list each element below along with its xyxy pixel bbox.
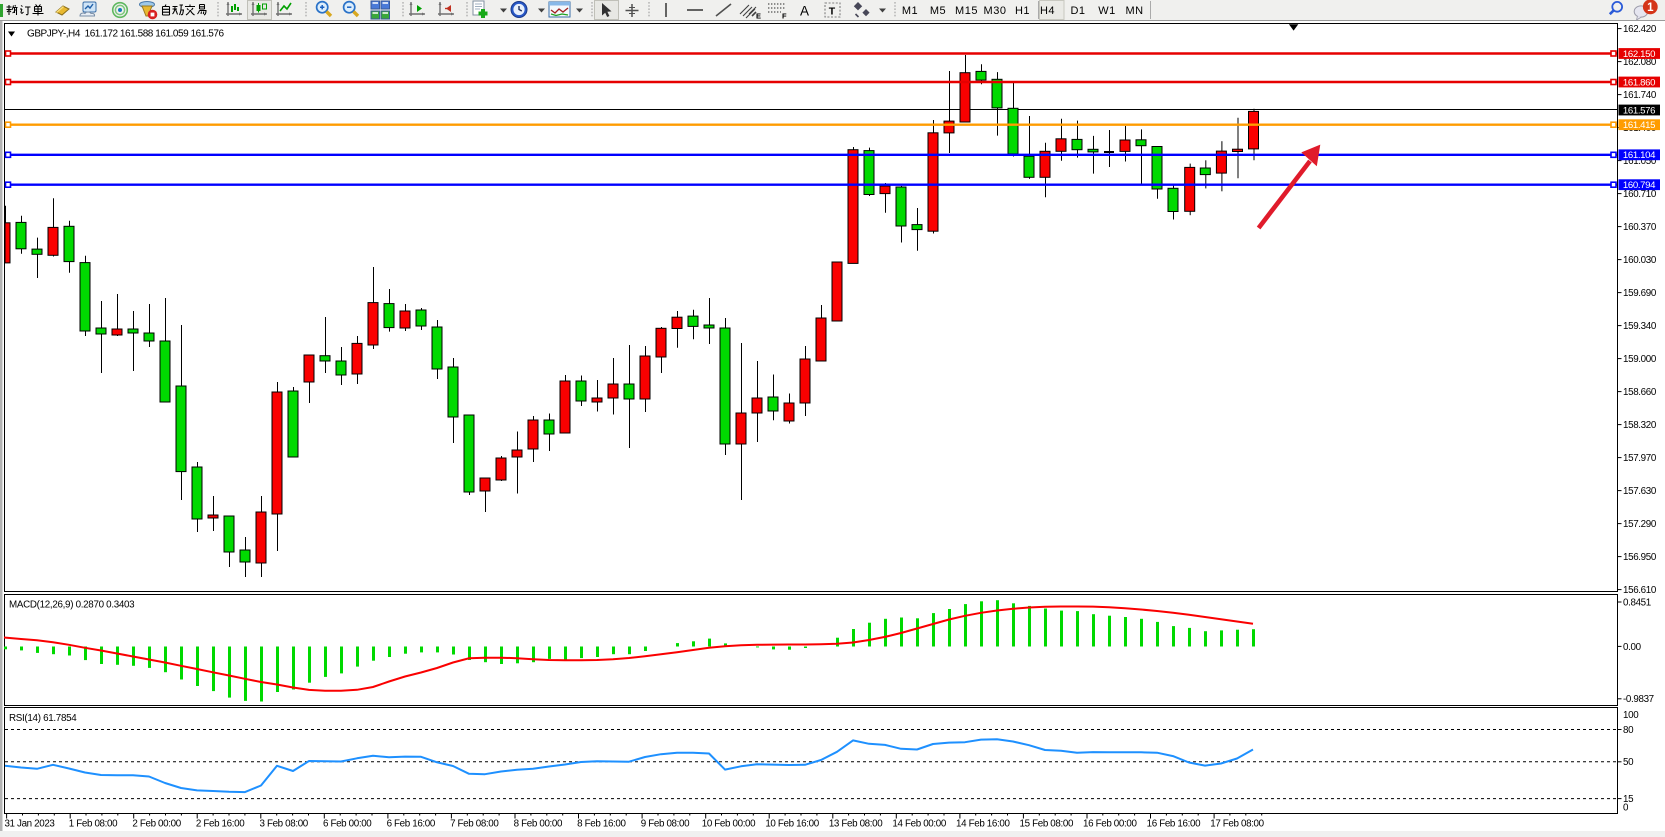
svg-text:3 Feb 08:00: 3 Feb 08:00 bbox=[259, 819, 308, 830]
svg-text:160.030: 160.030 bbox=[1623, 255, 1657, 266]
svg-text:13 Feb 08:00: 13 Feb 08:00 bbox=[829, 819, 883, 830]
svg-text:10 Feb 00:00: 10 Feb 00:00 bbox=[702, 819, 756, 830]
svg-text:10 Feb 16:00: 10 Feb 16:00 bbox=[765, 819, 819, 830]
svg-text:161.860: 161.860 bbox=[1623, 77, 1655, 88]
svg-text:2 Feb 16:00: 2 Feb 16:00 bbox=[196, 819, 245, 830]
svg-text:A: A bbox=[800, 4, 809, 19]
svg-text:W1: W1 bbox=[1098, 5, 1116, 17]
svg-text:16 Feb 00:00: 16 Feb 00:00 bbox=[1083, 819, 1137, 830]
svg-text:6 Feb 16:00: 6 Feb 16:00 bbox=[387, 819, 436, 830]
svg-text:156.950: 156.950 bbox=[1623, 552, 1657, 563]
svg-text:17 Feb 08:00: 17 Feb 08:00 bbox=[1210, 819, 1264, 830]
svg-text:159.340: 159.340 bbox=[1623, 321, 1657, 332]
svg-text:157.970: 157.970 bbox=[1623, 453, 1657, 464]
svg-text:8 Feb 16:00: 8 Feb 16:00 bbox=[577, 819, 626, 830]
svg-text:162.080: 162.080 bbox=[1623, 57, 1657, 68]
svg-text:16 Feb 16:00: 16 Feb 16:00 bbox=[1147, 819, 1201, 830]
svg-text:158.320: 158.320 bbox=[1623, 420, 1657, 431]
svg-text:159.690: 159.690 bbox=[1623, 288, 1657, 299]
svg-text:157.290: 157.290 bbox=[1623, 519, 1657, 530]
svg-text:6 Feb 00:00: 6 Feb 00:00 bbox=[323, 819, 372, 830]
svg-text:14 Feb 00:00: 14 Feb 00:00 bbox=[892, 819, 946, 830]
svg-text:D1: D1 bbox=[1070, 5, 1085, 17]
svg-text:158.660: 158.660 bbox=[1623, 387, 1657, 398]
svg-text:161.415: 161.415 bbox=[1623, 120, 1655, 131]
svg-text:1 Feb 08:00: 1 Feb 08:00 bbox=[69, 819, 118, 830]
svg-text:9 Feb 08:00: 9 Feb 08:00 bbox=[641, 819, 690, 830]
svg-text:15: 15 bbox=[1623, 794, 1634, 805]
svg-text:1: 1 bbox=[1647, 2, 1654, 14]
svg-text:M5: M5 bbox=[930, 5, 946, 17]
svg-text:0.8451: 0.8451 bbox=[1623, 597, 1651, 608]
svg-text:GBPJPY-,H4 161.172 161.588 16: GBPJPY-,H4 161.172 161.588 161.059 161.5… bbox=[27, 29, 224, 40]
svg-text:-0.9837: -0.9837 bbox=[1623, 694, 1654, 705]
svg-text:M1: M1 bbox=[902, 5, 918, 17]
svg-text:31 Jan 2023: 31 Jan 2023 bbox=[4, 819, 55, 830]
svg-text:M30: M30 bbox=[984, 5, 1007, 17]
svg-text:F: F bbox=[782, 12, 787, 21]
svg-text:161.104: 161.104 bbox=[1623, 150, 1656, 161]
svg-text:T: T bbox=[829, 6, 836, 18]
svg-text:M15: M15 bbox=[955, 5, 978, 17]
svg-text:156.610: 156.610 bbox=[1623, 585, 1657, 596]
svg-text:2 Feb 00:00: 2 Feb 00:00 bbox=[132, 819, 181, 830]
svg-text:161.576: 161.576 bbox=[1623, 105, 1655, 116]
svg-text:H4: H4 bbox=[1040, 5, 1055, 17]
svg-text:15 Feb 08:00: 15 Feb 08:00 bbox=[1020, 819, 1074, 830]
svg-text:162.420: 162.420 bbox=[1623, 24, 1657, 35]
svg-text:160.794: 160.794 bbox=[1623, 180, 1656, 191]
svg-text:157.630: 157.630 bbox=[1623, 486, 1657, 497]
svg-text:MN: MN bbox=[1125, 5, 1143, 17]
svg-text:0.00: 0.00 bbox=[1623, 642, 1642, 653]
svg-text:50: 50 bbox=[1623, 757, 1634, 768]
svg-text:H1: H1 bbox=[1015, 5, 1030, 17]
svg-text:MACD(12,26,9) 0.2870 0.3403: MACD(12,26,9) 0.2870 0.3403 bbox=[9, 600, 135, 611]
svg-text:160.370: 160.370 bbox=[1623, 222, 1657, 233]
svg-text:0: 0 bbox=[1623, 803, 1629, 814]
svg-text:7 Feb 08:00: 7 Feb 08:00 bbox=[450, 819, 499, 830]
svg-text:161.740: 161.740 bbox=[1623, 90, 1657, 101]
svg-text:160.710: 160.710 bbox=[1623, 189, 1657, 200]
svg-text:14 Feb 16:00: 14 Feb 16:00 bbox=[956, 819, 1010, 830]
svg-text:159.000: 159.000 bbox=[1623, 354, 1657, 365]
svg-text:8 Feb 00:00: 8 Feb 00:00 bbox=[514, 819, 563, 830]
svg-text:162.150: 162.150 bbox=[1623, 49, 1655, 60]
svg-text:RSI(14) 61.7854: RSI(14) 61.7854 bbox=[9, 713, 77, 724]
svg-text:80: 80 bbox=[1623, 725, 1634, 736]
svg-text:161.050: 161.050 bbox=[1623, 156, 1657, 167]
svg-text:E: E bbox=[756, 12, 761, 21]
svg-text:100: 100 bbox=[1623, 710, 1639, 721]
